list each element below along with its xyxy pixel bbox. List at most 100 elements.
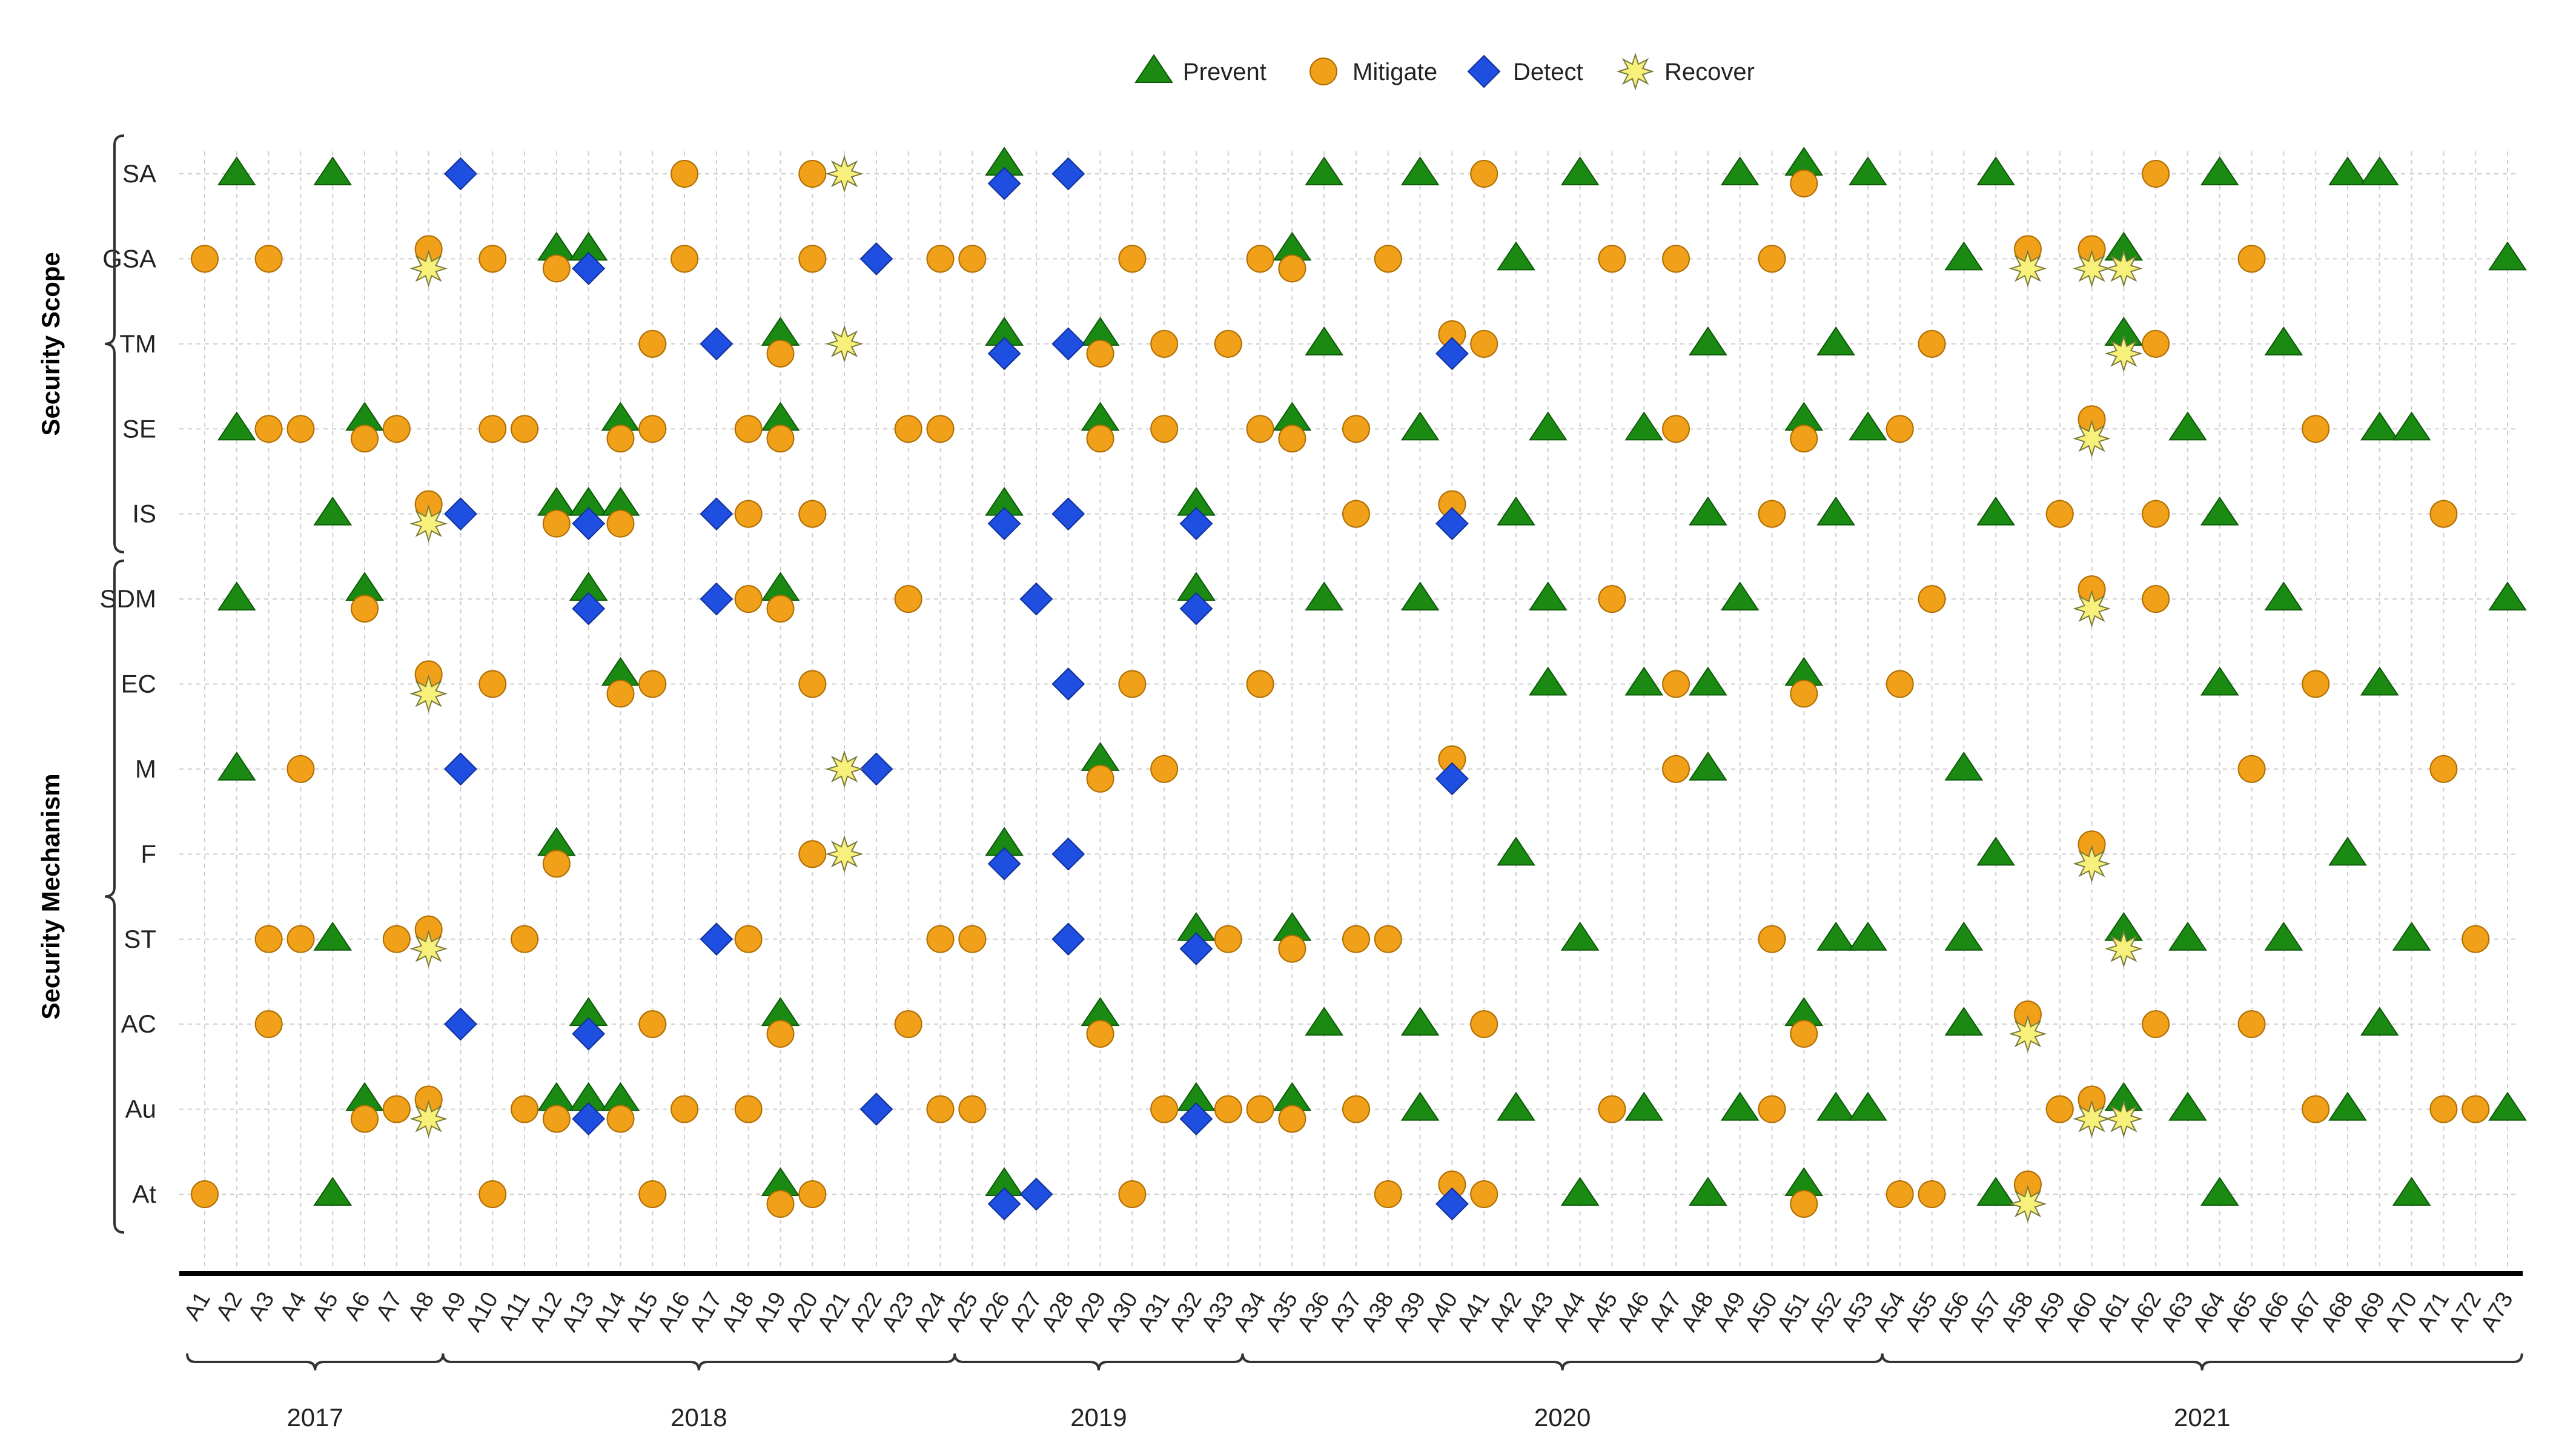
mitigate-point [478, 1180, 507, 1208]
recover-point [409, 1100, 448, 1138]
prevent-point [1976, 156, 2015, 185]
mitigate-point [734, 1095, 763, 1123]
x-tick-label: A64 [2188, 1288, 2230, 1337]
prevent-point [1976, 496, 2015, 526]
mitigate-point [1598, 245, 1626, 273]
y-tick-label: AC [121, 1010, 156, 1038]
recover-point [825, 325, 864, 363]
prevent-point [1944, 921, 1984, 951]
prevent-point [1305, 326, 1344, 355]
mitigate-point [1598, 1095, 1626, 1123]
y-group-bracket [104, 134, 125, 554]
x-tick-label: A20 [781, 1288, 823, 1337]
y-tick-label: TM [119, 329, 156, 358]
mitigate-point [1374, 925, 1402, 953]
x-tick-label: A28 [1036, 1288, 1079, 1337]
mitigate-point [766, 595, 795, 623]
mitigate-point [894, 585, 922, 613]
mitigate-point [606, 425, 635, 453]
mitigate-point [1470, 329, 1498, 358]
y-tick-label: GSA [102, 244, 156, 273]
mitigate-point [606, 509, 635, 538]
x-group-bracket [185, 1353, 445, 1371]
detect-point [1051, 157, 1085, 191]
mitigate-point [1790, 1190, 1818, 1218]
x-tick-label: A10 [461, 1288, 503, 1337]
mitigate-point [2462, 1095, 2490, 1123]
mitigate-point [958, 925, 987, 953]
mitigate-point [734, 415, 763, 443]
mitigate-point [1886, 415, 1914, 443]
mitigate-point [254, 415, 283, 443]
mitigate-point [1150, 415, 1179, 443]
mitigate-point [926, 925, 955, 953]
mitigate-point [542, 1105, 571, 1133]
x-tick-label: A67 [2284, 1288, 2326, 1337]
mitigate-point [1150, 755, 1179, 783]
prevent-point [1400, 581, 1440, 611]
detect-point [1179, 1102, 1213, 1135]
x-tick-label: A70 [2380, 1288, 2422, 1337]
prevent-point [313, 921, 353, 951]
prevent-point [2200, 1177, 2239, 1206]
mitigate-point [2462, 925, 2490, 953]
mitigate-point [798, 840, 827, 868]
x-tick-label: A66 [2252, 1288, 2294, 1337]
mitigate-point [2429, 755, 2458, 783]
x-tick-label: A73 [2476, 1288, 2518, 1337]
mitigate-point [286, 925, 315, 953]
mitigate-point [542, 509, 571, 538]
prevent-point [1944, 752, 1984, 781]
x-tick-label: A47 [1644, 1288, 1687, 1337]
prevent-point [2328, 156, 2367, 185]
prevent-point [1849, 411, 1887, 441]
mitigate-point [1086, 1020, 1114, 1048]
legend-item-prevent: Prevent [1134, 54, 1266, 85]
prevent-point [2488, 241, 2527, 271]
mitigate-point [254, 925, 283, 953]
mitigate-point [766, 1190, 795, 1218]
x-tick-label: A7 [371, 1288, 408, 1325]
mitigate-point [894, 1010, 922, 1039]
x-tick-label: A12 [525, 1288, 567, 1337]
x-tick-label: A30 [1101, 1288, 1143, 1337]
detect-point [1051, 497, 1085, 531]
mitigate-point [1150, 329, 1179, 358]
detect-point [1435, 337, 1469, 371]
legend-marker-prevent [1134, 54, 1173, 83]
prevent-point [1849, 156, 1887, 185]
legend-marker-detect [1467, 55, 1501, 88]
x-tick-label: A37 [1325, 1288, 1367, 1337]
prevent-point [2488, 581, 2527, 611]
prevent-point [2360, 1006, 2399, 1036]
recover-point [2008, 1014, 2047, 1053]
x-tick-label: A49 [1708, 1288, 1750, 1337]
group-brackets: Security Scope Security Mechanism 2017 2018… [36, 134, 2523, 1432]
mitigate-point [1790, 425, 1818, 453]
prevent-point [1305, 1006, 1344, 1036]
recover-point [409, 249, 448, 288]
x-tick-label: A18 [717, 1288, 759, 1337]
mitigate-point [2142, 1010, 2170, 1039]
mitigate-point [478, 415, 507, 443]
mitigate-point [638, 415, 667, 443]
prevent-point [1497, 496, 1535, 526]
detect-point [987, 167, 1021, 200]
mitigate-point [670, 1095, 699, 1123]
detect-point [444, 497, 477, 531]
prevent-point [2392, 921, 2431, 951]
prevent-point [1560, 1177, 1600, 1206]
prevent-point [1816, 1091, 1855, 1121]
prevent-point [1944, 241, 1984, 271]
mitigate-point [1758, 245, 1786, 273]
x-tick-label: A62 [2124, 1288, 2167, 1337]
x-tick-label: A36 [1293, 1288, 1335, 1337]
prevent-point [1305, 581, 1344, 611]
prevent-point [2360, 411, 2399, 441]
x-tick-label: A59 [2028, 1288, 2070, 1337]
mitigate-point [286, 755, 315, 783]
detect-point [1051, 327, 1085, 361]
prevent-point [1624, 411, 1664, 441]
mitigate-point [1342, 500, 1370, 528]
x-group-bracket [953, 1353, 1244, 1371]
